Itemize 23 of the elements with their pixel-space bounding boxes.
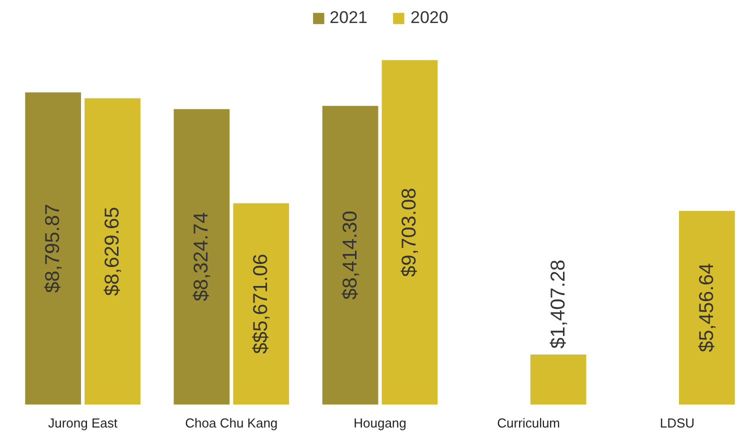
x-tick-label: LDSU <box>660 416 695 430</box>
x-tick-label: Choa Chu Kang <box>185 416 278 430</box>
data-label: $$5,671.06 <box>250 254 272 354</box>
data-label: $8,629.65 <box>102 206 124 296</box>
bar <box>174 109 230 404</box>
data-label: $8,795.87 <box>42 204 64 293</box>
bar <box>25 92 82 404</box>
data-label: $1,407.28 <box>547 260 570 349</box>
legend-label: 2021 <box>330 8 368 28</box>
bar <box>382 60 438 404</box>
x-tick-label: Jurong East <box>48 416 118 430</box>
data-label: $8,414.30 <box>339 210 362 300</box>
bar <box>530 354 586 404</box>
bar <box>233 203 290 404</box>
legend-label: 2020 <box>410 8 448 28</box>
bar <box>678 210 735 404</box>
bar <box>84 98 140 404</box>
x-tick-label: Curriculum <box>497 416 560 430</box>
x-tick-label: Hougang <box>354 416 406 430</box>
data-label: $5,456.64 <box>696 263 718 352</box>
data-label: $8,324.74 <box>190 212 213 302</box>
data-label: $9,703.08 <box>398 188 421 277</box>
bar <box>322 106 378 404</box>
